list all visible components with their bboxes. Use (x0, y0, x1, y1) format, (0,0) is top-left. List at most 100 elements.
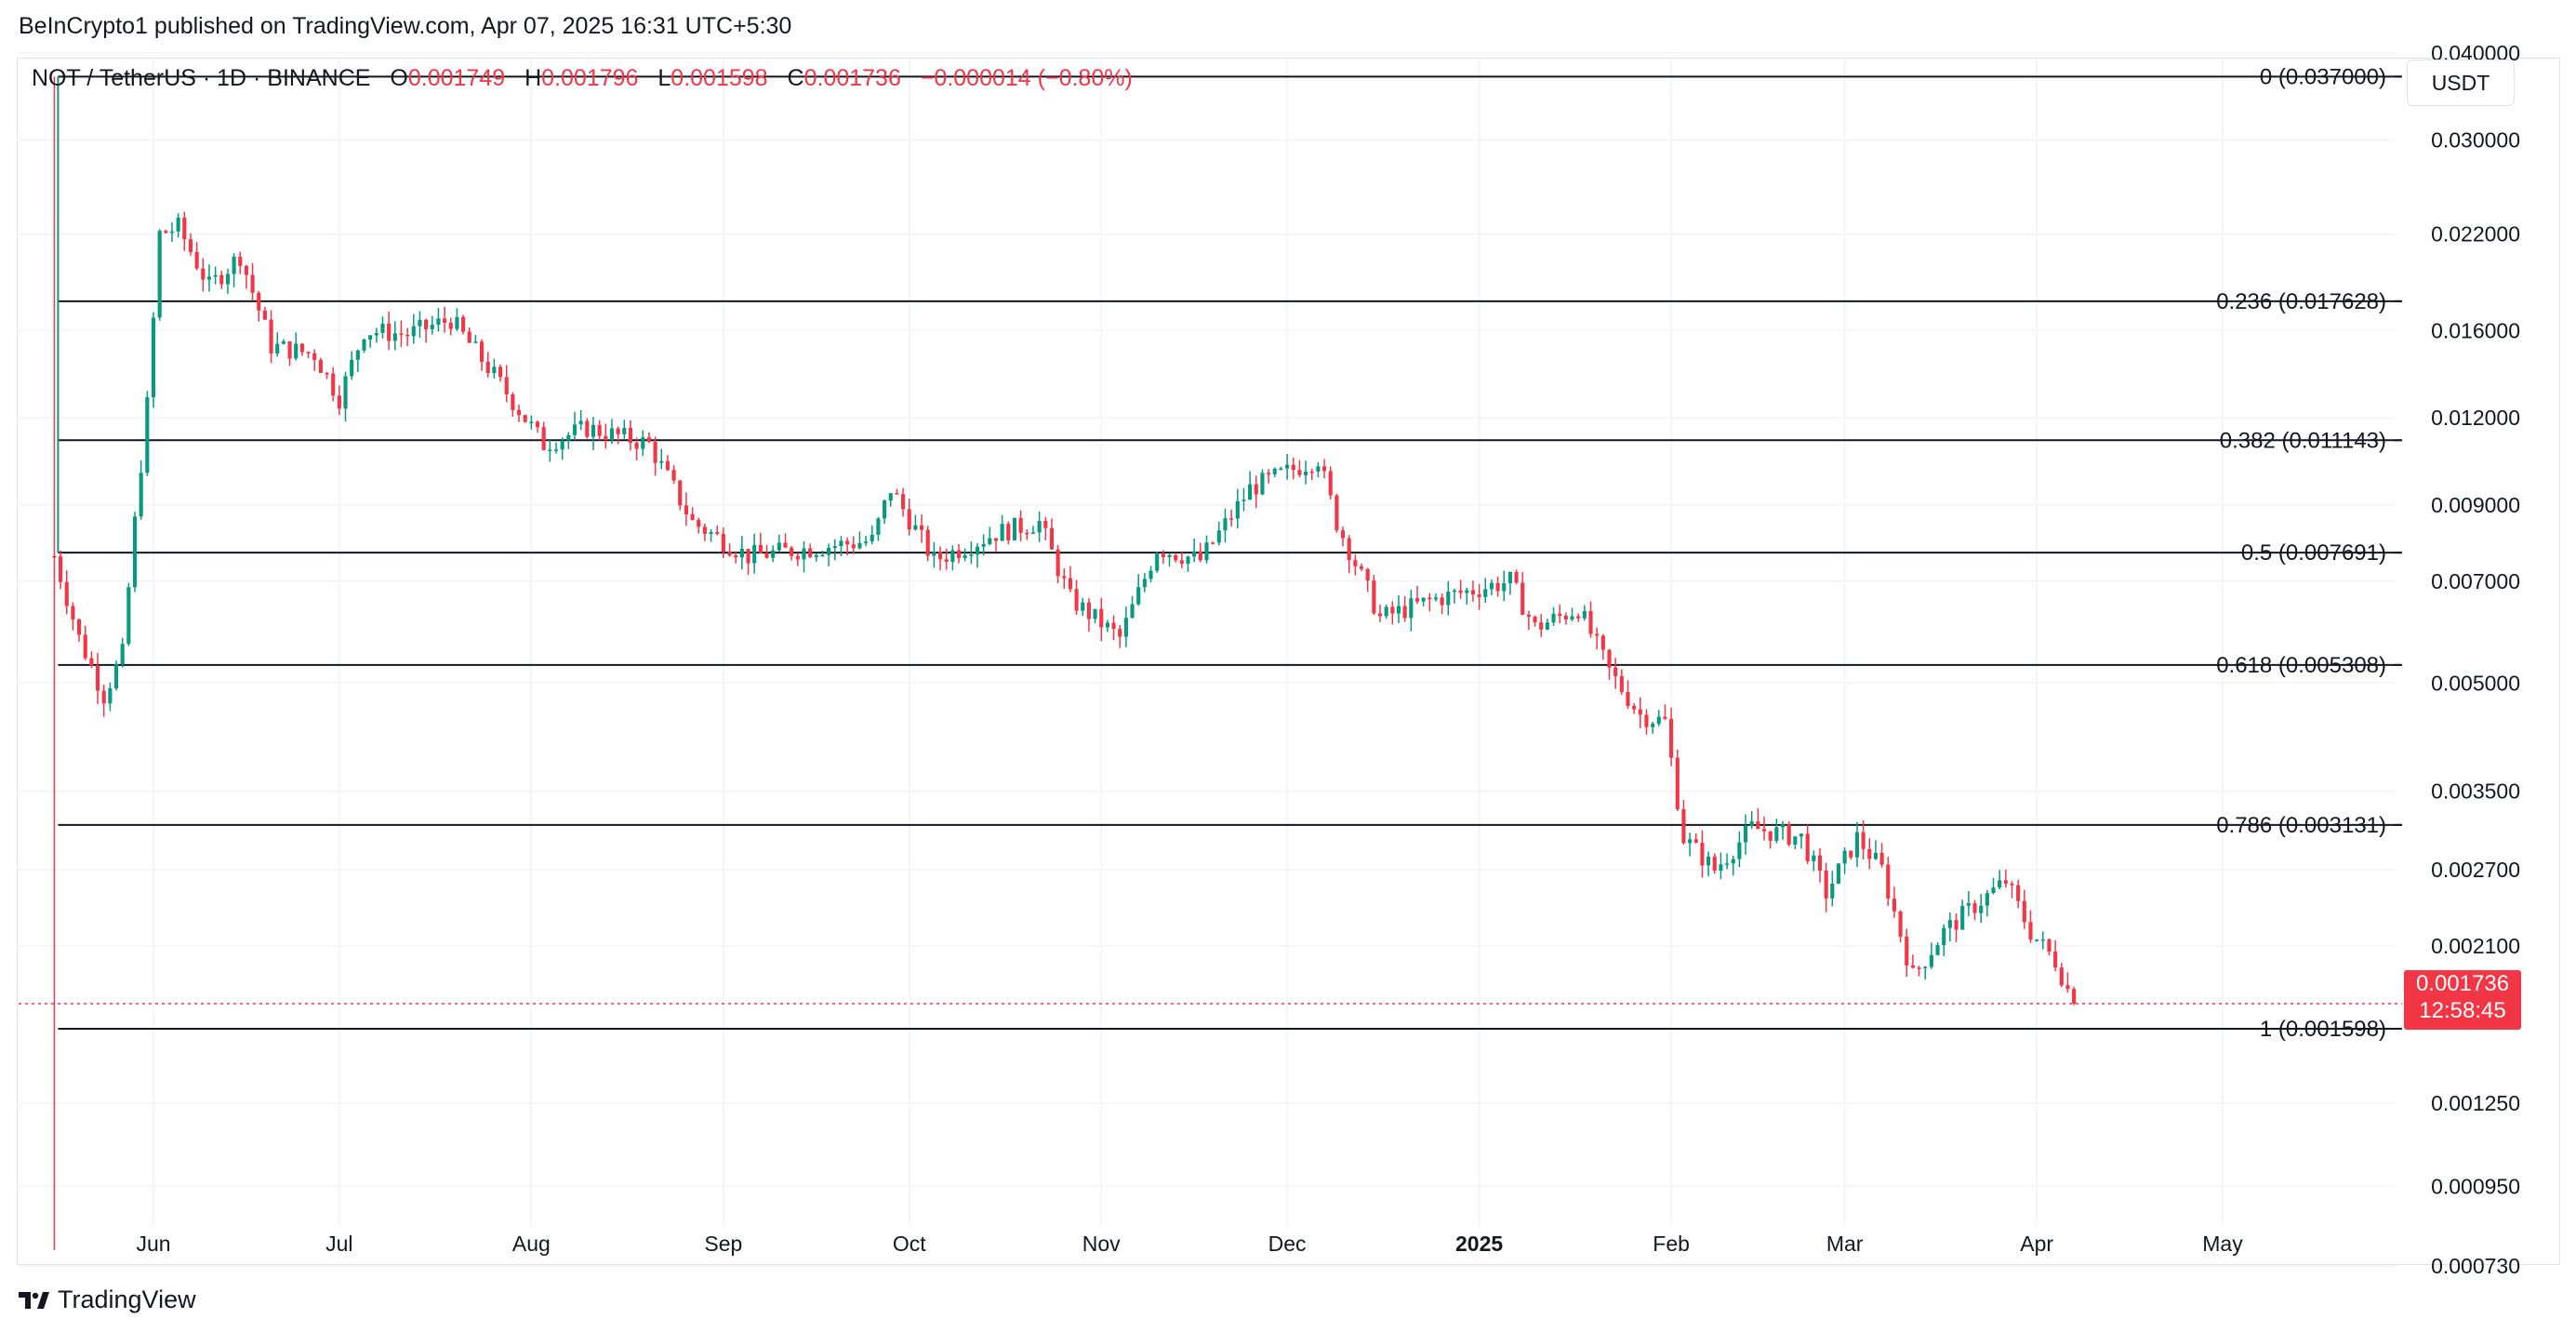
candle-up (1979, 905, 1984, 913)
symbol-label[interactable]: NOT / TetherUS · 1D · BINANCE (32, 65, 371, 91)
candle-up (1854, 832, 1860, 858)
currency-unit-button[interactable]: USDT (2407, 60, 2515, 106)
candle-down (399, 333, 404, 335)
candle-up (1731, 859, 1735, 864)
candle-down (1613, 667, 1618, 676)
candle-up (392, 333, 397, 341)
candle-down (95, 665, 100, 691)
candle-down (1520, 582, 1525, 615)
candle-down (312, 353, 317, 360)
candle-up (553, 449, 559, 451)
candle-down (1563, 615, 1568, 620)
time-tick-label: Dec (1268, 1232, 1307, 1256)
candle-down (1074, 589, 1079, 611)
candle-up (350, 359, 354, 377)
candle-down (1340, 530, 1346, 539)
candle-up (176, 217, 180, 232)
candle-up (455, 316, 459, 329)
candle-down (678, 480, 683, 506)
candle-down (64, 581, 69, 606)
time-tick-label: Sep (704, 1232, 742, 1256)
candle-up (1725, 863, 1730, 865)
candle-up (213, 274, 218, 277)
candle-up (362, 339, 366, 351)
candle-down (790, 547, 794, 556)
candle-down (1309, 471, 1314, 473)
fib-level-label: 0.618 (0.005308) (2216, 653, 2386, 678)
candle-down (1669, 718, 1674, 758)
candle-up (1384, 606, 1388, 617)
tradingview-brand[interactable]: TradingView (19, 1285, 196, 1314)
last-price-tag: 0.001736 12:58:45 (2404, 970, 2521, 1030)
candle-up (1873, 852, 1879, 859)
candle-up (1037, 521, 1042, 533)
candle-down (188, 239, 193, 252)
price-tick-label: 0.016000 (2431, 318, 2520, 342)
candle-up (950, 550, 955, 562)
candle-down (1861, 832, 1866, 849)
candle-down (250, 274, 255, 293)
candle-down (1761, 829, 1767, 832)
candle-down (448, 323, 453, 329)
candle-up (1947, 920, 1952, 928)
candle-down (1025, 532, 1029, 535)
fib-level-label: 0.5 (0.007691) (2241, 540, 2386, 566)
candle-down (1018, 517, 1023, 533)
candle-down (1607, 649, 1612, 668)
candle-up (1483, 589, 1488, 597)
candle-up (1812, 855, 1816, 861)
candle-up (1651, 724, 1655, 727)
candle-down (721, 534, 725, 553)
candle-down (1118, 629, 1122, 637)
candle-up (1223, 518, 1228, 531)
candle-down (485, 361, 490, 374)
candle-down (541, 427, 546, 450)
candle-up (1452, 590, 1457, 593)
candle-up (1093, 608, 1097, 619)
candle-down (1588, 610, 1593, 634)
candle-up (1446, 591, 1451, 606)
candle-down (1539, 622, 1544, 630)
fib-level-label: 0.382 (0.011143) (2220, 428, 2386, 453)
candle-up (1272, 468, 1277, 474)
price-tick-label: 0.002700 (2431, 858, 2520, 882)
candle-up (151, 317, 156, 398)
candle-down (734, 555, 738, 558)
candle-down (1576, 616, 1581, 619)
candle-up (981, 543, 986, 547)
candle-down (715, 532, 720, 535)
candle-down (182, 217, 187, 240)
candle-up (857, 542, 862, 549)
candle-up (1842, 850, 1847, 864)
candle-down (1638, 709, 1642, 715)
candle-up (932, 552, 936, 556)
candle-up (888, 493, 893, 501)
candle-up (169, 231, 175, 233)
candle-up (529, 421, 534, 424)
candle-up (1998, 880, 2002, 888)
candle-down (1600, 635, 1605, 650)
candle-down (443, 318, 447, 324)
price-tick-label: 0.005000 (2431, 671, 2520, 695)
price-axis: 0.0700000.0550000.0400000.0300000.022000… (2431, 41, 2520, 1278)
candle-down (387, 323, 392, 341)
candle-down (1440, 597, 1444, 606)
candle-down (299, 343, 304, 353)
candle-down (262, 310, 267, 320)
candle-down (1402, 606, 1407, 619)
candle-down (1458, 590, 1463, 593)
candle-down (1062, 576, 1067, 579)
candle-down (101, 690, 106, 704)
candle-down (405, 334, 410, 337)
candle-up (709, 532, 713, 534)
publisher-line: BeInCrypto1 published on TradingView.com… (19, 13, 792, 39)
candle-down (1372, 580, 1376, 614)
candle-up (1000, 524, 1004, 541)
candle-down (325, 372, 329, 375)
price-tick-label: 0.000730 (2431, 1254, 2520, 1278)
candle-up (1545, 622, 1549, 630)
candle-up (1991, 887, 1996, 894)
candle-down (1267, 473, 1271, 474)
